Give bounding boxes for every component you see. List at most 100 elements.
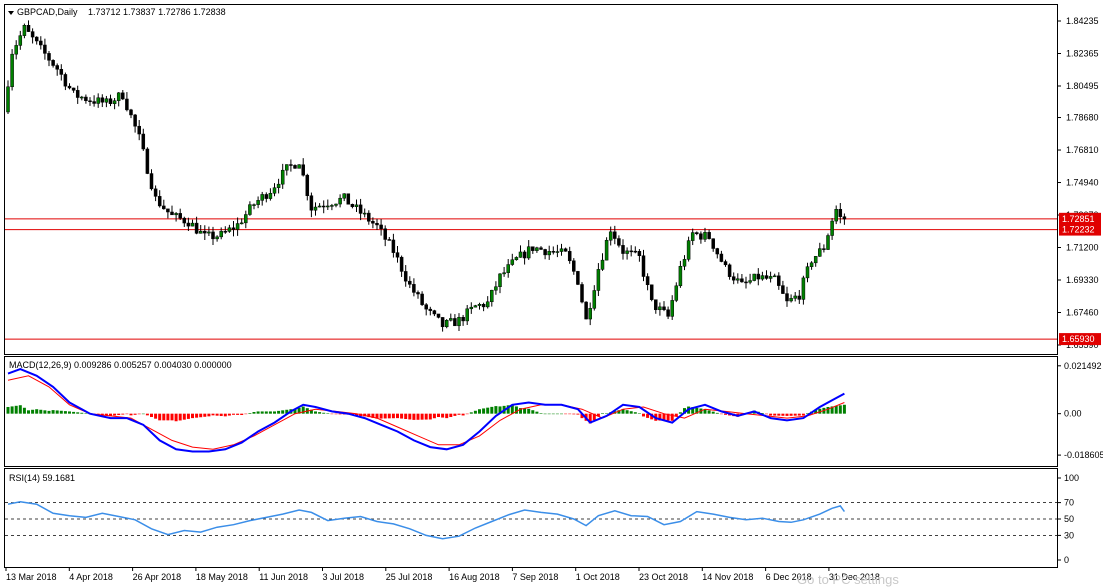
candle-body [153,188,158,197]
candle [207,226,211,237]
candle-body [424,304,428,310]
candle-body [330,205,334,207]
candle [252,203,256,210]
candle-body [313,206,318,211]
macd-histogram-bar [789,413,793,416]
candle [268,188,273,201]
candle [535,246,539,253]
candle [18,30,23,50]
candle [100,94,105,108]
macd-histogram-bar [137,413,141,415]
macd-histogram-bar [338,413,342,415]
candle-body [654,299,658,311]
macd-histogram-bar [666,413,670,421]
macd-histogram-bar [309,409,313,414]
candle [379,219,383,236]
candle [809,261,814,270]
candle [654,299,658,314]
macd-histogram-bar [186,413,190,419]
candle [104,95,109,108]
symbol-dropdown-icon[interactable] [8,11,14,15]
candle [670,295,674,320]
candle-body [703,232,707,240]
rsi-pane-frame [4,468,1058,568]
macd-histogram-bar [416,413,420,420]
candle-body [748,280,752,283]
macd-histogram-bar [129,413,133,416]
candle [34,36,39,45]
candle-body [395,252,400,258]
candle-body [436,313,441,318]
candle [744,276,748,289]
macd-main-line [7,368,845,453]
candle-body [63,74,68,87]
candle [526,240,531,260]
macd-histogram-bar [121,413,125,415]
macd-histogram-bar [551,413,555,415]
macd-histogram-bar [510,404,514,414]
candle [198,225,203,234]
candle-body [797,295,802,300]
macd-histogram-bar [22,407,26,414]
date-tick-label: 13 Mar 2018 [6,572,57,582]
macd-histogram-bar [683,408,686,414]
macd-histogram-bar [531,410,535,414]
candle-body [375,222,379,226]
candle-body [178,213,182,219]
symbol-label: GBPCAD,Daily [17,7,78,17]
candle-body [481,304,486,308]
candle [301,158,305,177]
macd-histogram-bar [31,409,35,414]
candle [547,245,551,260]
candle-body [838,208,843,217]
candle [760,271,765,281]
candle [740,273,744,283]
candle [842,213,847,225]
candle [125,92,129,112]
macd-histogram-bar [330,413,334,415]
macd-histogram-bar [719,413,723,415]
candle-body [731,276,736,281]
candle-body [399,256,404,272]
macd-histogram-bar [195,413,199,418]
candle-body [141,133,146,150]
date-tick-label: 11 Jun 2018 [259,572,308,582]
candle [600,253,605,271]
macd-histogram-bar [482,408,486,414]
macd-histogram-bar [223,413,227,417]
candle-body [576,271,580,285]
macd-histogram-bar [35,409,39,414]
macd-histogram-bar [178,413,182,421]
candle-body [194,222,199,234]
candle [6,80,10,114]
candle [215,235,219,242]
candle [203,225,207,240]
macd-histogram-bar [256,411,260,414]
macd-histogram-bar [236,413,240,415]
candle [157,190,162,208]
candle-body [104,98,109,103]
candle-body [526,246,531,259]
macd-histogram-bar [724,413,727,415]
candle-body [190,222,195,227]
candle-body [744,281,748,284]
candle-body [116,92,121,101]
candle [629,245,633,257]
candle [223,226,228,234]
macd-histogram-bar [580,413,584,419]
macd-histogram-bar [170,413,174,421]
candle-body [166,208,170,213]
candle [666,306,670,320]
macd-histogram-bar [55,410,59,414]
macd-histogram-bar [248,413,252,414]
candle [514,256,519,261]
candle [67,83,72,90]
candle [781,280,785,294]
candle [621,239,625,260]
candle-body [686,240,691,260]
rsi-tick-label: 0 [1064,555,1069,565]
date-tick-label: 4 Apr 2018 [69,572,113,582]
candle [141,128,146,151]
candle-body [121,92,125,100]
